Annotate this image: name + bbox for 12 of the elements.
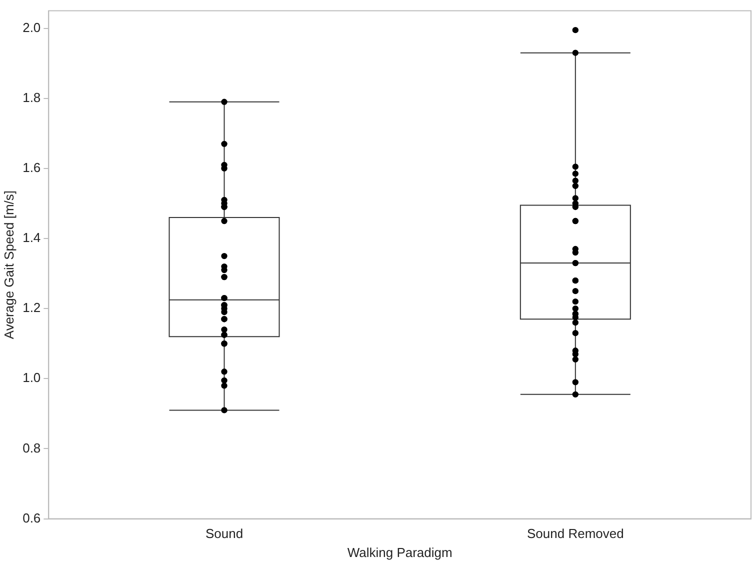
x-axis-title: Walking Paradigm xyxy=(347,544,452,560)
y-tick-label: 2.0 xyxy=(22,20,41,35)
y-tick-label: 1.4 xyxy=(22,230,41,246)
y-tick-label: 1.6 xyxy=(22,160,41,176)
x-tick-label: Sound Removed xyxy=(526,526,624,542)
x-tick-label: Sound xyxy=(205,526,244,542)
y-axis-title: Average Gait Speed [m/s] xyxy=(1,190,16,340)
y-tick-label: 0.8 xyxy=(22,440,41,456)
y-tick-label: 1.0 xyxy=(22,370,41,386)
y-tick-label: 1.2 xyxy=(22,300,41,316)
y-tick-label: 0.6 xyxy=(22,510,41,526)
y-tick-label: 1.8 xyxy=(22,90,41,105)
